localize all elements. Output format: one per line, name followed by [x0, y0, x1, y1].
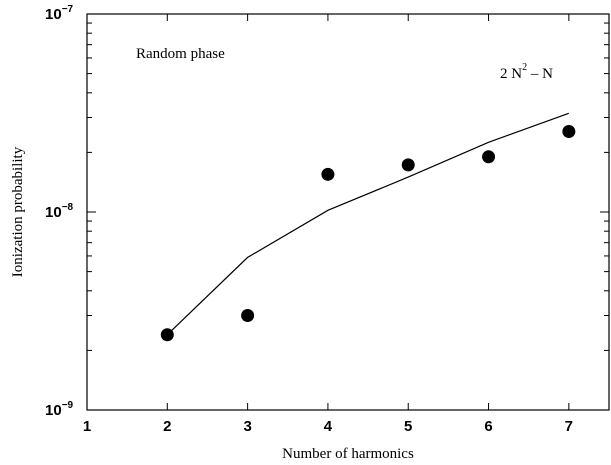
annotation-random-phase: Random phase — [136, 46, 225, 62]
y-tick-label-exponent: −7 — [62, 4, 74, 15]
y-tick-label: 10−7 — [45, 4, 74, 23]
x-tick-label: 2 — [163, 418, 171, 435]
formula-superscript: 2 — [522, 62, 527, 73]
x-tick-label: 7 — [565, 418, 573, 435]
x-tick-label: 4 — [324, 418, 333, 435]
series-line — [166, 112, 570, 336]
series-line-layer — [166, 112, 570, 336]
y-tick-label: 10−9 — [45, 400, 74, 419]
y-tick-label-exponent: −8 — [62, 202, 74, 213]
data-point — [160, 328, 174, 342]
x-tick-label: 6 — [484, 418, 492, 435]
series-points-layer — [160, 125, 576, 342]
x-tick-label: 5 — [404, 418, 412, 435]
data-point — [241, 309, 255, 323]
data-point — [562, 125, 576, 139]
data-point — [482, 150, 496, 164]
y-tick-label-base: 10 — [45, 6, 62, 23]
data-point — [321, 167, 335, 181]
axis-tick-labels: 1 2 3 4 5 6 710−910−810−7 — [45, 4, 573, 435]
formula-base: 2 N — [500, 66, 522, 82]
formula-tail: – N — [527, 66, 553, 82]
y-tick-label-base: 10 — [45, 204, 62, 221]
axis-ticks — [86, 13, 609, 411]
y-tick-label: 10−8 — [45, 202, 74, 221]
y-axis-title: Ionization probability — [10, 146, 26, 277]
x-axis-title: Number of harmonics — [282, 446, 414, 462]
y-tick-label-exponent: −9 — [62, 400, 74, 411]
annotation-formula: 2 N2 – N — [500, 62, 553, 82]
x-tick-label: 1 — [83, 418, 91, 435]
data-point — [401, 158, 415, 172]
x-tick-label: 3 — [243, 418, 251, 435]
y-tick-label-base: 10 — [45, 402, 62, 419]
